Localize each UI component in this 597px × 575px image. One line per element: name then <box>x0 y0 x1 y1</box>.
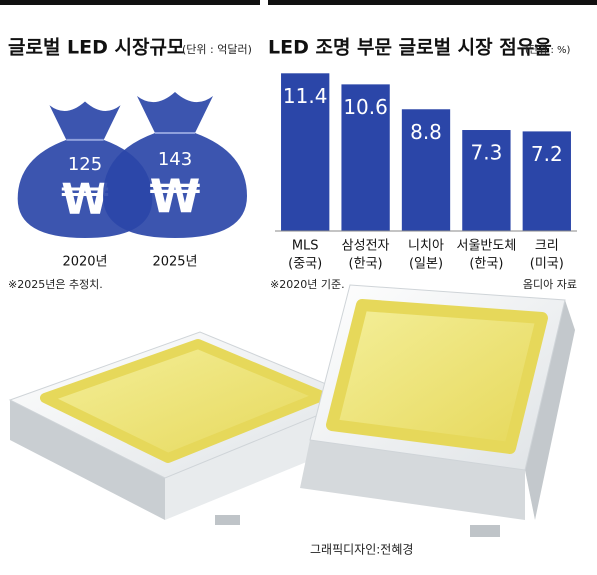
category-label: 2020년 <box>62 255 107 270</box>
category-sublabel: (한국) <box>469 257 503 272</box>
money-bag <box>103 92 247 238</box>
chart-title: 글로벌 LED 시장규모 <box>8 37 184 59</box>
note: ※2020년 기준. <box>270 278 345 291</box>
source: 옴디아 자료 <box>523 278 577 291</box>
category-label: 2025년 <box>152 255 197 270</box>
bar <box>462 130 511 231</box>
unit-label: (단위 : 억달러) <box>182 43 252 56</box>
value-label: 143 <box>158 149 192 170</box>
category-label: 니치아 <box>408 239 444 254</box>
bar <box>341 84 390 231</box>
bar <box>522 131 571 231</box>
category-sublabel: (일본) <box>409 257 443 272</box>
category-sublabel: (한국) <box>349 257 383 272</box>
category-label: 서울반도체 <box>456 239 516 254</box>
value-label: 10.6 <box>343 95 388 119</box>
category-label: 크리 <box>535 239 559 254</box>
won-icon: ₩ <box>150 170 201 224</box>
note: ※2025년은 추정치. <box>8 278 103 291</box>
value-label: 8.8 <box>410 120 442 144</box>
category-label: 삼성전자 <box>342 239 390 254</box>
won-icon: ₩ <box>61 175 108 225</box>
category-sublabel: (중국) <box>288 257 322 272</box>
category-label: MLS <box>292 239 319 254</box>
led-photo <box>8 284 575 537</box>
value-label: 11.4 <box>283 84 328 108</box>
bar <box>281 73 330 231</box>
unit-label: (단위 : %) <box>525 43 571 56</box>
top-rule <box>0 0 260 5</box>
value-label: 125 <box>68 154 102 175</box>
top-rule <box>268 0 597 5</box>
value-label: 7.3 <box>470 141 502 165</box>
category-sublabel: (미국) <box>530 257 564 272</box>
value-label: 7.2 <box>531 142 563 166</box>
bar <box>401 109 451 231</box>
credit: 그래픽디자인:전혜경 <box>310 543 413 557</box>
chart-title: LED 조명 부문 글로벌 시장 점유율 <box>268 37 552 59</box>
